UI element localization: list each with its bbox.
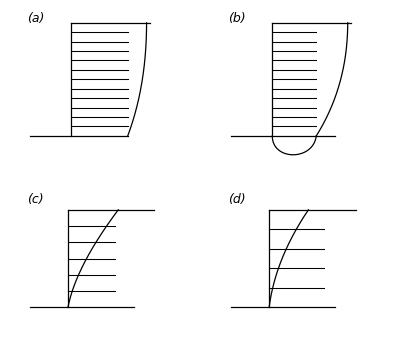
Text: (c): (c) <box>27 193 44 206</box>
Text: (d): (d) <box>228 193 246 206</box>
Text: (a): (a) <box>27 12 44 25</box>
Text: (b): (b) <box>228 12 246 25</box>
